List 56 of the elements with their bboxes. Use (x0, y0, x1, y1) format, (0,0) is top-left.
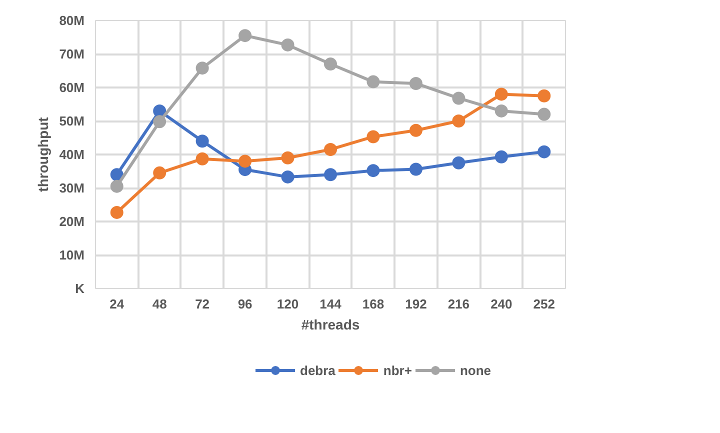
point (538, 108, 551, 121)
x-tick-label: 144 (320, 296, 342, 312)
legend-label: nbr+ (383, 362, 412, 378)
point (538, 145, 551, 158)
point (110, 180, 124, 193)
point (494, 104, 508, 118)
point (238, 29, 252, 42)
point (366, 164, 380, 178)
point (324, 168, 337, 182)
y-tick-label: 80M (59, 13, 85, 28)
point (196, 152, 209, 166)
x-tick-label: 252 (533, 296, 555, 312)
point (494, 150, 508, 164)
point (281, 151, 294, 164)
x-tick-label: 72 (195, 296, 210, 312)
y-tick-label: 60M (59, 80, 85, 95)
x-tick-label: 240 (490, 296, 512, 312)
y-tick-label: 40M (59, 147, 85, 162)
point (452, 114, 466, 128)
x-tick-label: 48 (152, 296, 167, 312)
point (494, 88, 508, 101)
point (409, 76, 422, 90)
x-tick-label: 96 (238, 296, 252, 312)
x-tick-label: 120 (276, 296, 299, 312)
x-tick-label: 192 (405, 296, 427, 312)
x-tick-label: 24 (110, 296, 125, 312)
point (409, 162, 422, 176)
x-tick-label: 168 (362, 296, 384, 312)
point (153, 115, 166, 128)
point (324, 58, 337, 71)
point (538, 89, 551, 102)
y-tick-label: 50M (59, 114, 85, 128)
point (409, 124, 422, 137)
y-axis-title: throughput (35, 116, 52, 192)
legend-label: debra (300, 362, 336, 378)
y-tick-label: 10M (59, 248, 85, 262)
point (366, 130, 380, 144)
y-tick-label: 20M (59, 214, 85, 229)
point (238, 154, 252, 168)
point (110, 206, 124, 219)
point (452, 92, 466, 105)
y-tick-label: 70M (59, 46, 85, 62)
point (281, 38, 294, 52)
point (196, 134, 209, 148)
y-tick-label: K (75, 281, 86, 296)
point (281, 170, 294, 184)
x-axis-title: #threads (301, 316, 360, 332)
point (366, 75, 380, 88)
point (452, 156, 466, 170)
point (324, 142, 337, 156)
x-tick-label: 216 (448, 296, 470, 312)
point (196, 62, 209, 75)
legend-label: none (460, 362, 492, 378)
point (153, 166, 166, 180)
y-tick-label: 30M (59, 180, 85, 196)
point (110, 168, 124, 182)
